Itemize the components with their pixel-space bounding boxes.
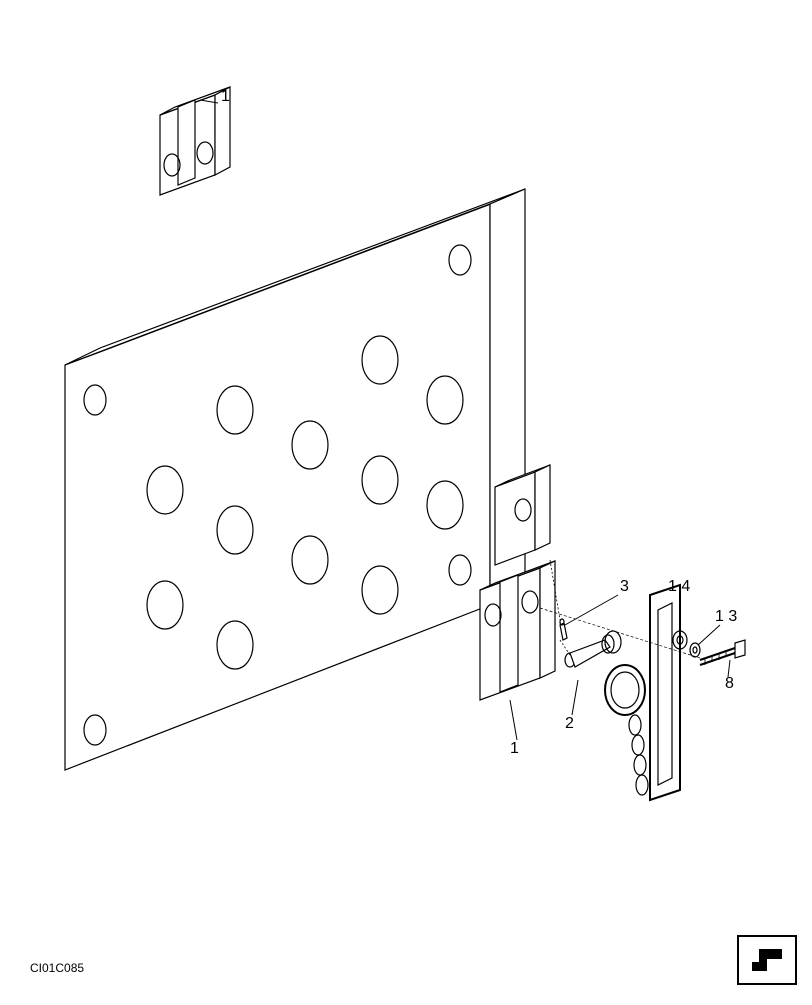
callout-8: 8 <box>725 675 734 693</box>
top-clevis <box>160 87 230 195</box>
chain-ring <box>605 585 680 800</box>
drawing-svg <box>0 0 812 1000</box>
callout-3: 3 <box>620 578 629 596</box>
lower-clevis <box>480 561 555 740</box>
corner-expand-icon <box>737 935 797 985</box>
small-washer <box>690 625 720 657</box>
callout-1-top: 1 <box>221 88 230 106</box>
callout-2: 2 <box>565 715 574 733</box>
main-plate <box>65 189 525 770</box>
drawing-id-label: CI01C085 <box>30 961 84 975</box>
technical-drawing <box>0 0 812 1000</box>
cotter-pin <box>550 560 618 655</box>
pin <box>565 631 621 715</box>
bolt <box>700 640 745 677</box>
callout-14: 1 4 <box>668 578 690 596</box>
callout-1-bottom: 1 <box>510 740 519 758</box>
callout-13: 1 3 <box>715 608 737 626</box>
